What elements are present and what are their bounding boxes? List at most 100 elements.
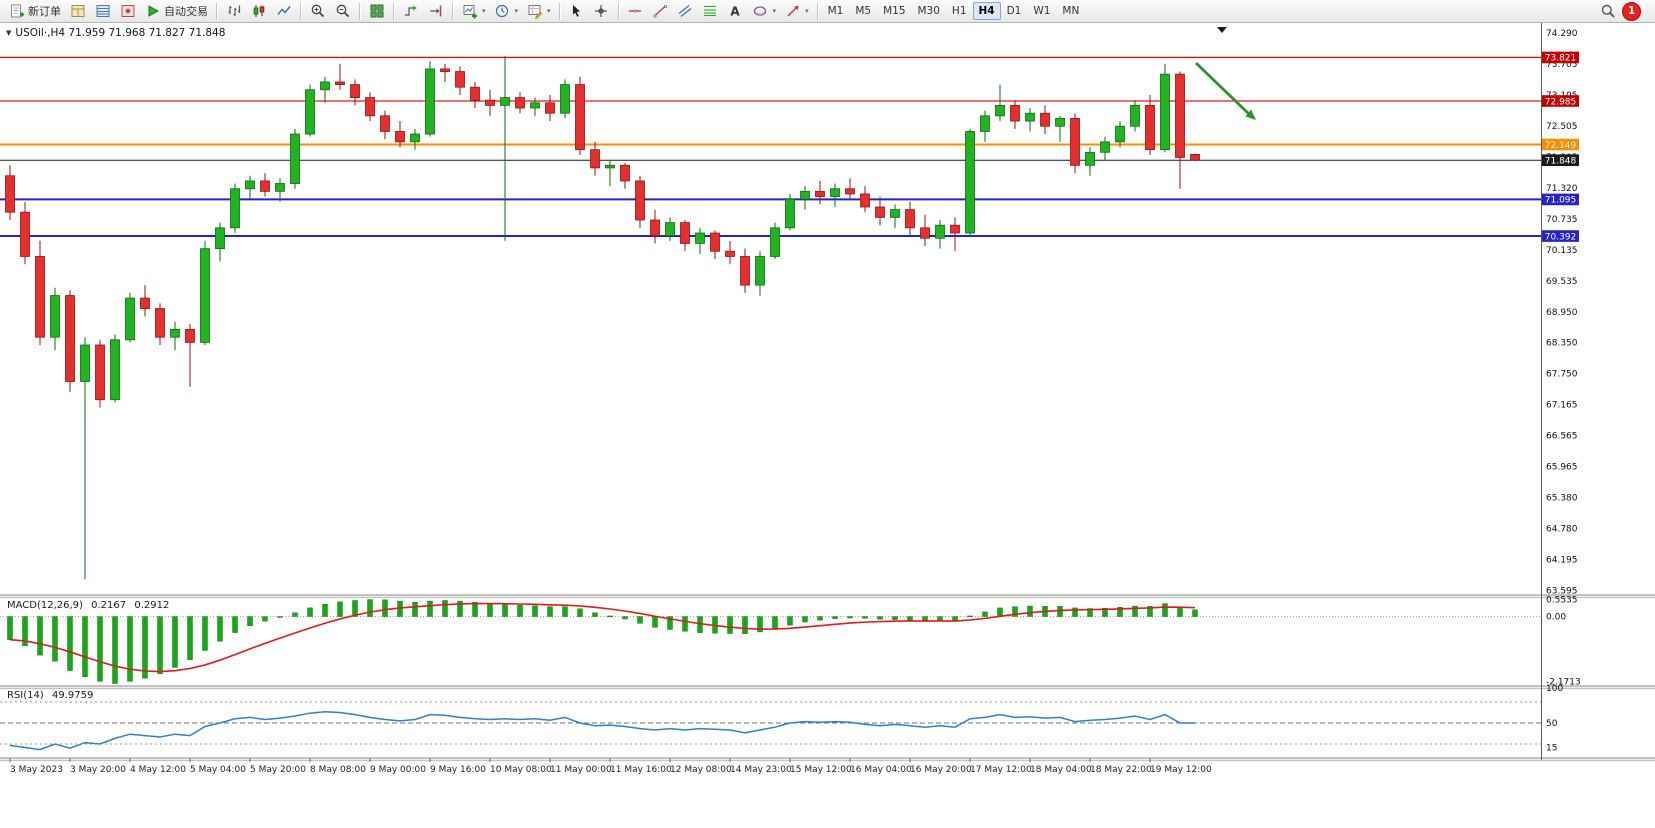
svg-text:14 May 23:00: 14 May 23:00	[730, 765, 792, 775]
dropdown-caret-icon: ▾	[805, 7, 809, 15]
svg-text:66.565: 66.565	[1546, 432, 1578, 442]
algo-trading-button-label: 自动交易	[164, 5, 208, 18]
zoom-out-button[interactable]	[330, 1, 355, 22]
price-level-badges: 73.821 72.985 72.149 71.848 71.095 70.392	[1542, 51, 1579, 242]
svg-text:71.848: 71.848	[1545, 157, 1577, 167]
arrows-tool-button[interactable]: ▾	[780, 1, 813, 22]
svg-text:15: 15	[1546, 744, 1557, 754]
svg-text:16 May 04:00: 16 May 04:00	[850, 765, 912, 775]
toolbar-separator	[359, 2, 360, 20]
chart-shift-button[interactable]	[423, 1, 448, 22]
tile-windows-icon	[368, 3, 385, 20]
auto-scroll-button[interactable]	[398, 1, 423, 22]
zoom-in-button[interactable]	[305, 1, 330, 22]
timeframe-button-M30[interactable]: M30	[917, 5, 940, 17]
timeframe-button-H4[interactable]: H4	[972, 2, 1001, 20]
trendline-tool-button[interactable]	[648, 1, 673, 22]
period-selector-button[interactable]: ▾	[490, 1, 523, 22]
toolbar-separator	[816, 2, 818, 20]
svg-text:0.00: 0.00	[1546, 613, 1566, 623]
new-order-button[interactable]: 新订单	[4, 1, 65, 22]
timeframe-button-M1[interactable]: M1	[827, 5, 844, 17]
chart-shift-marker-icon[interactable]	[1217, 27, 1227, 33]
svg-text:67.750: 67.750	[1546, 370, 1578, 380]
svg-text:65.965: 65.965	[1546, 463, 1578, 473]
one-click-trading-collapse-icon[interactable]: ▼	[6, 29, 12, 37]
toolbar-separator	[452, 2, 453, 20]
notification-badge[interactable]: 1	[1622, 1, 1641, 21]
svg-text:18 May 04:00: 18 May 04:00	[1030, 765, 1092, 775]
timeframe-button-M5[interactable]: M5	[855, 5, 872, 17]
timeframe-button-D1[interactable]: D1	[1006, 5, 1022, 17]
auto-scroll-icon	[402, 3, 419, 20]
rsi-indicator-label: RSI(14) 49.9759	[7, 690, 98, 701]
svg-text:50: 50	[1546, 719, 1558, 729]
line-chart-icon	[275, 3, 292, 20]
chart-shift-icon	[427, 3, 444, 20]
shapes-icon	[752, 3, 769, 20]
clock-icon	[494, 3, 511, 20]
market-depth-button[interactable]	[65, 1, 90, 22]
bar-chart-button[interactable]	[221, 1, 246, 22]
macd-signal-value: 0.2912	[134, 600, 170, 611]
svg-text:72.149: 72.149	[1545, 141, 1577, 151]
data-window-button[interactable]	[90, 1, 115, 22]
timeframe-button-MN[interactable]: MN	[1062, 5, 1080, 17]
fibonacci-tool-button[interactable]	[698, 1, 723, 22]
svg-text:70.392: 70.392	[1545, 232, 1577, 242]
svg-text:11 May 00:00: 11 May 00:00	[550, 765, 612, 775]
objects-button[interactable]: ▾	[522, 1, 555, 22]
candlestick-chart-button[interactable]	[246, 1, 271, 22]
trend-arrow-annotation[interactable]	[1195, 61, 1256, 120]
svg-text:11 May 16:00: 11 May 16:00	[610, 765, 672, 775]
arrow-tool-icon	[784, 3, 801, 20]
timeframe-button-H1[interactable]: H1	[951, 5, 967, 17]
rsi-value: 49.9759	[51, 690, 94, 701]
svg-text:12 May 08:00: 12 May 08:00	[670, 765, 732, 775]
svg-text:69.535: 69.535	[1546, 277, 1578, 287]
toolbar-separator	[558, 2, 560, 20]
toolbar-separator	[216, 2, 217, 20]
svg-text:3 May 2023: 3 May 2023	[10, 765, 63, 775]
svg-text:64.195: 64.195	[1546, 555, 1578, 565]
zoom-in-icon	[309, 3, 326, 20]
svg-text:64.780: 64.780	[1546, 524, 1578, 534]
main-toolbar: 新订单 自动交易 ▾ ▾ ▾ A ▾ ▾ M1 M5 M15 M30 H1 H4 D1 W1 MN 1	[0, 0, 1655, 23]
price-axis[interactable]: 74.29073.70573.10572.50571.90571.32070.7…	[1541, 23, 1578, 760]
svg-text:67.165: 67.165	[1546, 401, 1578, 411]
channel-tool-button[interactable]	[673, 1, 698, 22]
svg-text:73.821: 73.821	[1545, 54, 1577, 64]
shapes-tool-button[interactable]: ▾	[748, 1, 781, 22]
crosshair-button[interactable]	[589, 1, 614, 22]
alerts-button[interactable]	[115, 1, 140, 22]
toolbar-separator	[393, 2, 394, 20]
svg-text:68.950: 68.950	[1546, 308, 1578, 318]
svg-text:65.380: 65.380	[1546, 493, 1578, 503]
algo-trading-button[interactable]: 自动交易	[140, 1, 212, 22]
line-chart-button[interactable]	[271, 1, 296, 22]
svg-text:63.595: 63.595	[1546, 586, 1578, 596]
time-axis[interactable]: 3 May 2023 3 May 20:00 4 May 12:00 5 May 04…	[9, 758, 1212, 775]
svg-text:10 May 08:00: 10 May 08:00	[490, 765, 552, 775]
hline-tool-button[interactable]	[623, 1, 648, 22]
svg-text:100: 100	[1546, 684, 1563, 694]
dropdown-caret-icon: ▾	[772, 7, 777, 15]
objects-icon	[526, 3, 543, 20]
text-icon: A	[727, 3, 744, 20]
chart-ohlc-readout: ▼ USOil·,H4 71.959 71.968 71.827 71.848	[6, 27, 225, 39]
text-tool-button[interactable]: A	[723, 1, 748, 22]
toolbar-separator	[300, 2, 301, 20]
cursor-button[interactable]	[564, 1, 589, 22]
svg-text:71.320: 71.320	[1546, 184, 1578, 194]
svg-text:68.350: 68.350	[1546, 339, 1578, 349]
search-icon[interactable]	[1599, 3, 1616, 20]
timeframe-button-M15[interactable]: M15	[883, 5, 906, 17]
svg-text:70.135: 70.135	[1546, 246, 1578, 256]
tile-windows-button[interactable]	[364, 1, 389, 22]
timeframe-button-W1[interactable]: W1	[1033, 5, 1051, 17]
svg-text:72.505: 72.505	[1546, 122, 1578, 132]
new-chart-button[interactable]: ▾	[457, 1, 490, 22]
svg-text:16 May 20:00: 16 May 20:00	[910, 765, 972, 775]
